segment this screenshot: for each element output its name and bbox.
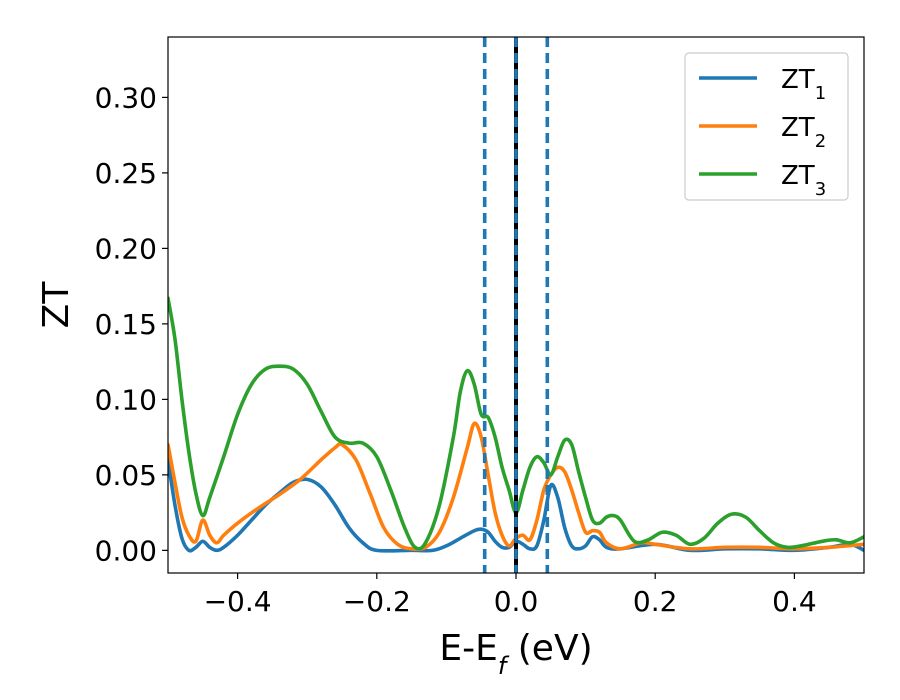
legend-label-zt3: ZT3 [781,161,826,200]
x-tick-label: −0.4 [204,585,272,618]
series-line-zt1 [168,457,864,553]
y-tick-label: 0.30 [95,81,157,114]
x-tick-label: 0.0 [494,585,539,618]
legend-label-zt1: ZT1 [781,65,826,104]
y-tick-label: 0.10 [95,383,157,416]
x-tick-label: −0.2 [343,585,411,618]
y-tick-label: 0.05 [95,459,157,492]
x-tick-label: 0.2 [633,585,678,618]
plot-area [168,37,864,573]
x-tick-label: 0.4 [772,585,817,618]
y-tick-label: 0.25 [95,157,157,190]
y-tick-label: 0.00 [95,534,157,567]
y-axis-label: ZT [36,281,77,329]
y-tick-label: 0.20 [95,232,157,265]
axes: −0.4 −0.2 0.0 0.2 0.4 0.00 0.05 0.10 0.15 0.20 0.2… [36,36,865,680]
y-tick-label: 0.15 [95,308,157,341]
series-line-zt3 [168,296,864,551]
x-axis-label: E-Ef (eV) [439,628,592,680]
legend-box [684,52,849,201]
legend: ZT1 ZT2 ZT3 [684,52,849,201]
legend-label-zt2: ZT2 [781,113,826,152]
